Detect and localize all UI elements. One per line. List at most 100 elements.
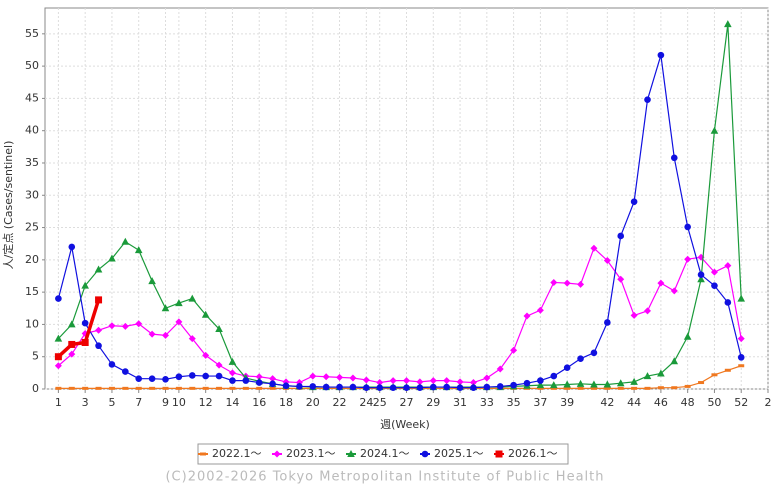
point xyxy=(617,275,625,283)
point xyxy=(657,279,665,287)
point xyxy=(148,330,156,338)
x-tick-label: 48 xyxy=(681,396,695,409)
point xyxy=(202,351,210,359)
point xyxy=(282,382,290,390)
point xyxy=(162,376,169,383)
y-tick-label: 10 xyxy=(25,317,39,330)
point xyxy=(563,364,571,371)
point xyxy=(255,379,263,386)
point xyxy=(95,342,102,350)
point xyxy=(55,386,62,390)
point xyxy=(403,384,410,392)
point xyxy=(188,294,197,302)
point xyxy=(81,319,89,327)
x-tick-label: 3 xyxy=(82,396,89,409)
point xyxy=(68,350,76,358)
point xyxy=(148,375,156,382)
point xyxy=(269,380,276,388)
series-line xyxy=(57,24,742,388)
point xyxy=(429,377,437,385)
point xyxy=(416,378,424,386)
point xyxy=(68,386,75,390)
point xyxy=(55,295,62,302)
x-tick-label: 22 xyxy=(333,396,347,409)
point xyxy=(362,376,370,384)
point xyxy=(590,386,597,390)
legend-marker xyxy=(495,450,503,458)
point xyxy=(161,304,170,312)
point xyxy=(657,386,664,390)
point xyxy=(108,254,116,262)
point xyxy=(697,275,705,283)
point xyxy=(737,354,745,361)
point xyxy=(389,384,397,392)
x-tick-label: 9 xyxy=(162,396,169,409)
point xyxy=(670,357,679,365)
point xyxy=(711,282,718,289)
point xyxy=(604,319,611,326)
point xyxy=(54,353,62,361)
point xyxy=(590,244,598,252)
point xyxy=(229,386,236,390)
point xyxy=(95,296,103,304)
point xyxy=(95,386,102,390)
point xyxy=(590,380,598,388)
legend-label: 2024.1～ xyxy=(360,447,410,460)
point xyxy=(349,374,357,382)
point xyxy=(469,379,477,387)
point xyxy=(68,243,76,251)
point xyxy=(242,386,249,390)
x-tick-label: 10 xyxy=(172,396,186,409)
point xyxy=(135,320,143,328)
point xyxy=(644,96,651,103)
point xyxy=(550,386,557,390)
point xyxy=(108,386,115,390)
point xyxy=(617,386,624,390)
point xyxy=(122,386,129,390)
point xyxy=(644,386,651,390)
y-tick-label: 55 xyxy=(25,27,39,40)
point xyxy=(175,318,183,326)
point xyxy=(684,255,692,263)
point xyxy=(697,271,705,279)
x-axis-label: 週(Week) xyxy=(380,418,430,431)
legend-label: 2022.1～ xyxy=(212,447,262,460)
point xyxy=(631,386,638,390)
y-tick-label: 40 xyxy=(25,124,39,137)
legend-marker xyxy=(421,450,429,458)
point xyxy=(228,357,237,365)
point xyxy=(216,386,223,390)
y-tick-label: 50 xyxy=(25,59,39,72)
x-tick-label: 35 xyxy=(507,396,521,409)
point xyxy=(684,384,691,388)
series-line xyxy=(57,299,101,359)
point xyxy=(456,384,464,392)
x-tick-label: 7 xyxy=(135,396,142,409)
point xyxy=(456,378,464,386)
point xyxy=(523,312,531,320)
x-tick-label: 37 xyxy=(533,396,547,409)
point xyxy=(603,256,611,264)
point xyxy=(590,349,598,357)
point xyxy=(724,20,732,28)
point xyxy=(616,379,625,387)
point xyxy=(135,375,143,382)
y-tick-label: 0 xyxy=(32,382,39,395)
x-tick-label: 44 xyxy=(627,396,641,409)
y-tick-label: 20 xyxy=(25,253,39,266)
series-line xyxy=(58,365,742,389)
series-line xyxy=(57,54,742,389)
point xyxy=(215,372,223,380)
x-tick-label: 46 xyxy=(654,396,668,409)
point xyxy=(604,386,611,390)
y-tick-label: 30 xyxy=(25,188,39,201)
point xyxy=(536,381,545,389)
point xyxy=(202,386,209,390)
point xyxy=(269,375,277,383)
point xyxy=(94,265,103,273)
point xyxy=(710,126,719,134)
point xyxy=(309,372,317,380)
point xyxy=(724,299,732,306)
point xyxy=(403,377,410,385)
